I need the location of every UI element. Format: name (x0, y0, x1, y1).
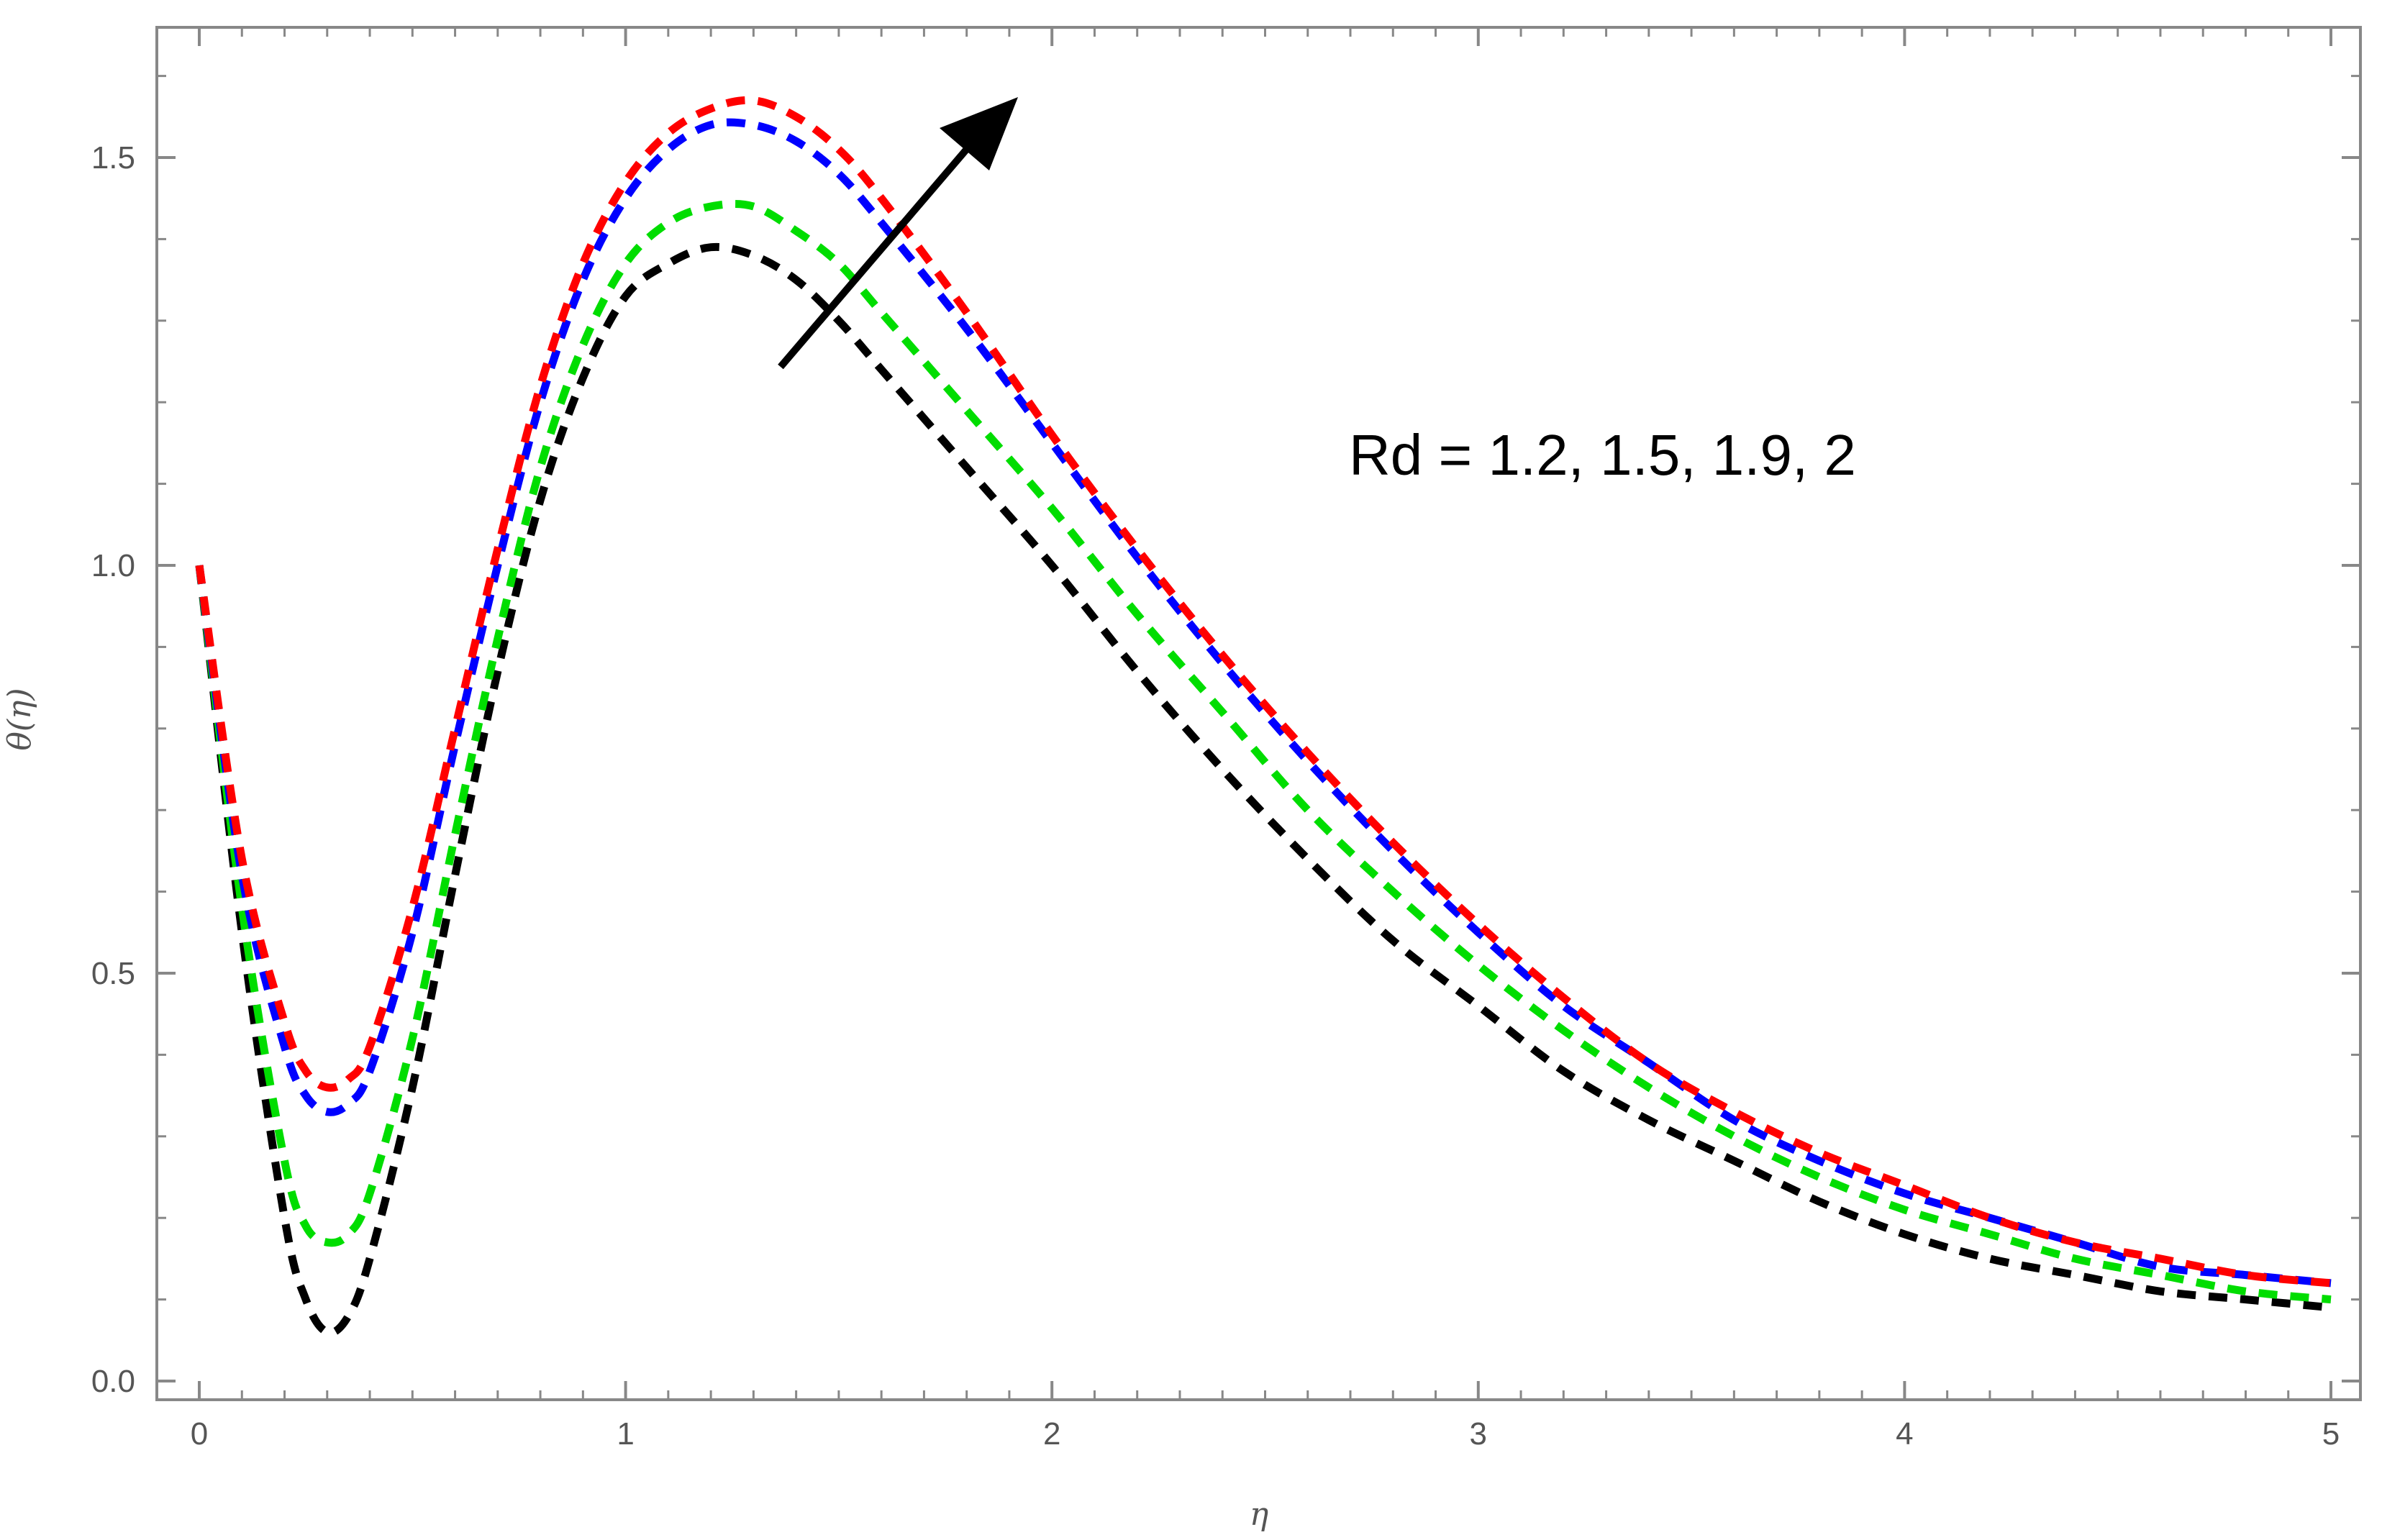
series-line-2 (195, 118, 2332, 1288)
y-axis-label: θ(η) (1, 688, 38, 750)
x-tick-label: 0 (191, 1416, 208, 1452)
series-line-3 (195, 96, 2332, 1288)
x-axis-label: η (1250, 1496, 1268, 1533)
tick-labels: 0 1 2 3 4 5 0.0 0.5 1.0 1.5 (91, 140, 2340, 1452)
y-tick-label: 0.0 (91, 1364, 135, 1399)
y-tick-label: 1.0 (91, 548, 135, 583)
x-tick-label: 3 (1470, 1416, 1487, 1452)
axis-ticks (157, 27, 2360, 1400)
rd-annotation: Rd = 1.2, 1.5, 1.9, 2 (1349, 423, 1856, 487)
series-line-0 (195, 242, 2332, 1337)
y-tick-label: 0.5 (91, 956, 135, 991)
x-tick-label: 4 (1896, 1416, 1913, 1452)
x-tick-label: 5 (2322, 1416, 2340, 1452)
x-tick-label: 1 (617, 1416, 634, 1452)
plot-frame (155, 26, 2362, 1401)
x-tick-label: 2 (1043, 1416, 1060, 1452)
series-line-1 (195, 200, 2332, 1304)
series-group (195, 96, 2332, 1337)
y-tick-label: 1.5 (91, 140, 135, 176)
direction-arrow (778, 97, 1018, 370)
